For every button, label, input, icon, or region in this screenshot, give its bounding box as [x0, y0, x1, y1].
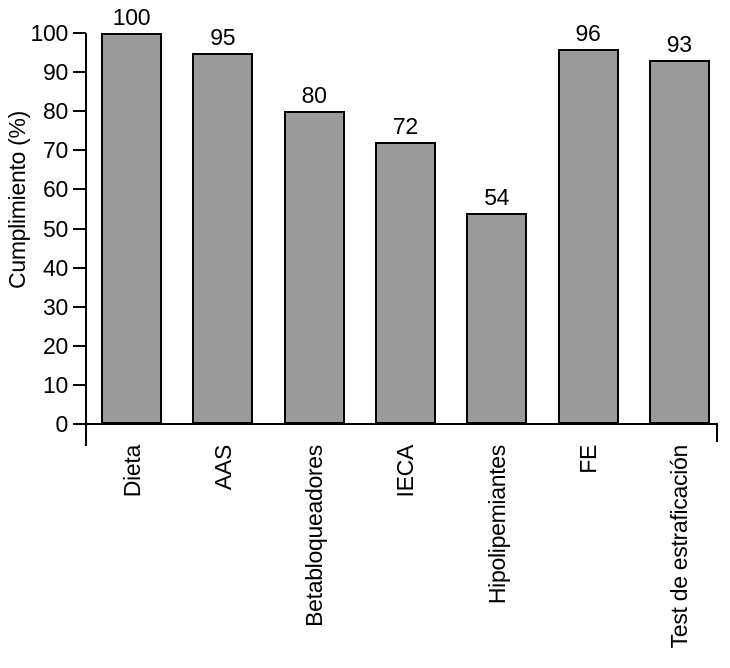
y-tick-label: 80 — [43, 98, 68, 125]
bar-value-label: 72 — [392, 113, 418, 140]
y-tick-label: 100 — [30, 20, 69, 46]
y-tick-mark — [73, 71, 86, 74]
bar — [101, 33, 162, 424]
y-tick-mark — [73, 266, 86, 269]
x-tick-label: Betabloqueadores — [301, 445, 328, 627]
y-tick-mark — [73, 227, 86, 230]
y-tick-label: 30 — [43, 293, 68, 320]
y-tick-mark — [73, 149, 86, 152]
y-tick-label: 60 — [43, 176, 68, 203]
y-tick-label: 90 — [43, 59, 68, 86]
x-tick-label: Dieta — [118, 445, 145, 498]
x-axis-line — [85, 423, 718, 425]
bar-value-label: 93 — [666, 31, 692, 58]
bar — [557, 48, 619, 424]
y-tick-mark — [73, 188, 86, 191]
bar-value-label: 96 — [575, 19, 601, 46]
x-tick-label: AAS — [209, 445, 236, 491]
bar — [192, 52, 254, 424]
y-tick-label: 20 — [43, 332, 68, 359]
y-tick-label: 50 — [43, 215, 68, 242]
y-tick-mark — [73, 110, 86, 113]
y-axis-line — [85, 33, 87, 446]
bar-value-label: 95 — [210, 23, 236, 50]
y-tick-label: 40 — [43, 254, 68, 281]
y-tick-mark — [73, 423, 86, 425]
y-tick-label: 0 — [55, 411, 69, 437]
x-tick-label: Test de estraficación — [666, 445, 693, 649]
y-tick-mark — [73, 383, 86, 386]
y-tick-mark — [73, 32, 86, 34]
bar-value-label: 80 — [301, 82, 327, 109]
x-axis-end-tick — [716, 423, 718, 442]
bar — [374, 142, 436, 424]
bar — [466, 212, 528, 424]
x-tick-label: FE — [575, 445, 601, 474]
bar — [283, 111, 345, 424]
bar-value-label: 54 — [484, 183, 510, 210]
x-tick-label: Hipolipemiantes — [483, 445, 510, 605]
bar — [648, 60, 710, 424]
y-tick-label: 10 — [43, 371, 68, 398]
bar-value-label: 100 — [112, 4, 151, 30]
y-tick-label: 70 — [43, 137, 68, 164]
y-tick-mark — [73, 305, 86, 308]
y-tick-mark — [73, 344, 86, 347]
x-tick-label: IECA — [392, 445, 419, 498]
